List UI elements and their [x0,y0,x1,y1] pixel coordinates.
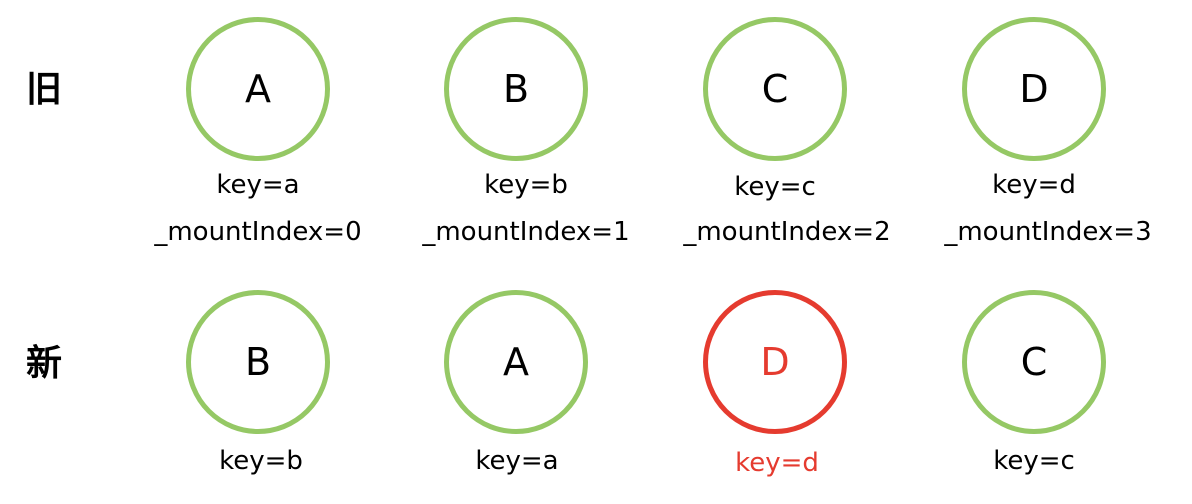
row-label-new: 新 [26,343,63,384]
new-key-a: key=a [475,446,559,476]
new-key-d-inserted: key=d [735,448,819,478]
old-mount-index-c: _mountIndex=2 [683,217,891,247]
old-mount-index-a: _mountIndex=0 [154,217,362,247]
old-key-c: key=c [734,172,816,202]
new-node-b: B [186,290,330,434]
new-key-c: key=c [993,446,1075,476]
new-node-a: A [444,290,588,434]
old-node-b: B [444,17,588,161]
new-key-b: key=b [219,446,303,476]
old-mount-index-d: _mountIndex=3 [944,217,1152,247]
old-node-a: A [186,17,330,161]
old-node-c: C [703,17,847,161]
old-mount-index-b: _mountIndex=1 [422,217,630,247]
row-label-old: 旧 [26,69,63,110]
old-node-d: D [962,17,1106,161]
new-node-c: C [962,290,1106,434]
old-key-a: key=a [216,170,300,200]
new-node-d-inserted: D [703,290,847,434]
old-key-d: key=d [992,170,1076,200]
old-key-b: key=b [484,170,568,200]
